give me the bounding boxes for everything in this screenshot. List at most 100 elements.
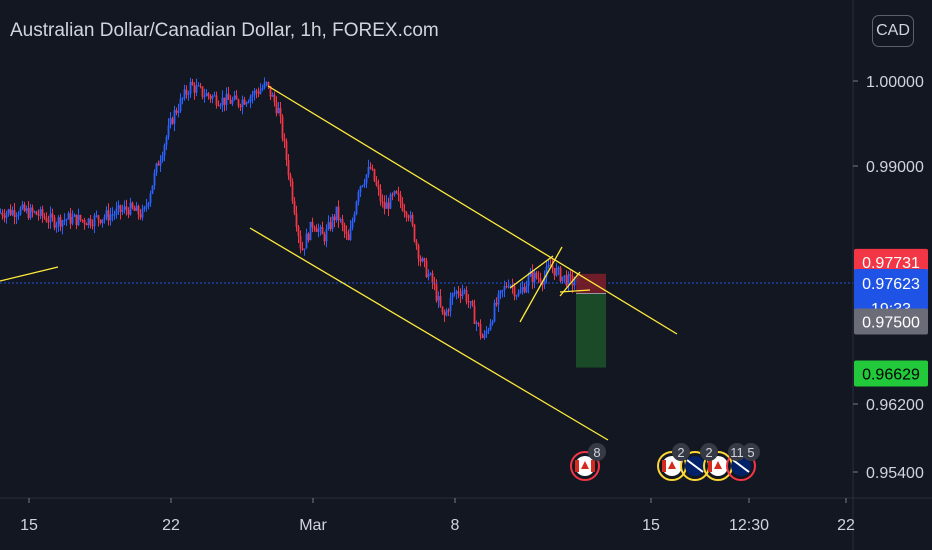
price-tick-label: 0.99000	[866, 159, 924, 176]
currency-button[interactable]: CAD	[872, 15, 914, 47]
candle-down	[273, 94, 276, 103]
candle-up	[61, 220, 64, 227]
entry-price-badge-bg	[854, 308, 928, 335]
candle-up	[177, 110, 180, 113]
candle-up	[135, 205, 138, 211]
candle-down	[1, 212, 4, 216]
candle-down	[299, 235, 302, 249]
entry-price-badge: 0.97500	[862, 315, 920, 332]
candle-up	[105, 210, 108, 218]
candle-down	[513, 286, 516, 297]
time-tick-label: 12:30	[729, 517, 769, 534]
candle-up	[517, 293, 520, 296]
candle-up	[147, 203, 150, 206]
candle-up	[545, 266, 548, 277]
candle-down	[535, 272, 538, 278]
event-count-bg	[728, 443, 746, 461]
candle-down	[443, 312, 446, 316]
candle-down	[43, 216, 46, 218]
stop-price-badge-bg	[854, 248, 928, 275]
candle-up	[15, 215, 18, 217]
candle-down	[267, 82, 270, 87]
candle-down	[81, 219, 84, 221]
candle-up	[113, 214, 116, 216]
candle-down	[417, 245, 420, 259]
candle-up	[271, 94, 274, 97]
candle-up	[365, 174, 368, 184]
candle-down	[401, 202, 404, 211]
candle-down	[283, 138, 286, 142]
candle-down	[495, 302, 498, 305]
candle-down	[207, 93, 210, 97]
maple-leaf-icon	[581, 461, 589, 469]
candle-down	[175, 110, 178, 113]
candle-down	[301, 248, 304, 250]
candle-up	[319, 227, 322, 229]
current-price-badge-bg	[854, 269, 928, 322]
candle-up	[385, 202, 388, 209]
time-tick-label: Mar	[299, 517, 327, 534]
candle-down	[35, 211, 38, 215]
candle-up	[19, 208, 22, 215]
candle-down	[51, 213, 54, 218]
candle-down	[553, 268, 556, 276]
candle-up	[463, 290, 466, 292]
candle-up	[103, 217, 106, 220]
candle-up	[455, 291, 458, 294]
candle-down	[383, 202, 386, 209]
event-count: 2	[677, 445, 684, 460]
candle-down	[537, 277, 540, 279]
candle-down	[287, 160, 290, 176]
candle-down	[307, 233, 310, 241]
candle-up	[469, 301, 472, 303]
candle-down	[391, 194, 394, 196]
candle-up	[529, 271, 532, 277]
candle-up	[259, 89, 262, 94]
candle-down	[97, 215, 100, 220]
candle-up	[167, 125, 170, 137]
candle-down	[313, 227, 316, 229]
candle-up	[363, 183, 366, 186]
candle-up	[331, 216, 334, 229]
time-tick-label: 15	[20, 517, 38, 534]
candle-up	[249, 96, 252, 102]
event-count-bg	[742, 443, 760, 461]
candle-up	[211, 95, 214, 99]
price-tick-label: 0.96200	[866, 397, 924, 414]
candle-down	[413, 224, 416, 242]
flag-cross	[686, 459, 704, 473]
take-profit-zone	[576, 293, 606, 368]
candle-down	[291, 181, 294, 201]
candle-up	[67, 213, 70, 220]
candle-up	[165, 136, 168, 146]
candle-up	[487, 329, 490, 332]
candle-down	[405, 212, 408, 217]
candle-down	[47, 221, 50, 223]
candle-up	[17, 214, 20, 216]
candle-up	[11, 210, 14, 215]
candle-down	[75, 214, 78, 226]
channel-upper-line	[267, 85, 678, 335]
candle-down	[139, 214, 142, 218]
event-count-bg	[672, 443, 690, 461]
candle-down	[531, 271, 534, 283]
candle-up	[573, 283, 576, 286]
candle-down	[341, 219, 344, 225]
candle-down	[439, 296, 442, 307]
target-price-badge-bg	[854, 360, 928, 387]
candle-down	[209, 96, 212, 99]
candle-down	[3, 215, 6, 218]
candle-up	[497, 293, 500, 305]
candle-up	[63, 219, 66, 221]
candle-down	[69, 213, 72, 224]
candle-down	[549, 264, 552, 266]
candle-down	[471, 301, 474, 306]
candle-up	[77, 215, 80, 226]
candle-up	[213, 95, 216, 97]
candle-down	[285, 141, 288, 161]
canada-flag-icon	[570, 451, 600, 481]
candle-down	[539, 278, 542, 283]
candle-up	[489, 323, 492, 330]
candle-down	[131, 202, 134, 208]
